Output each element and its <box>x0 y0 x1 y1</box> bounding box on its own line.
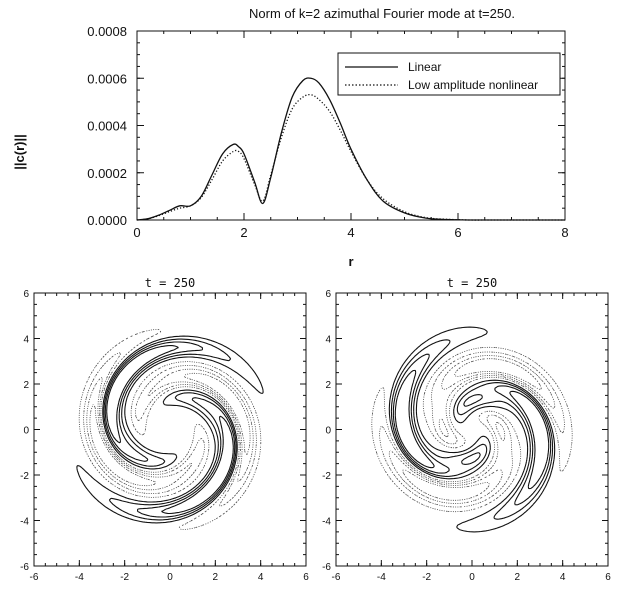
right-y-tick-label: -4 <box>322 517 331 528</box>
left-contour-positive-2 <box>104 341 236 518</box>
x-tick-label: 6 <box>454 225 461 240</box>
legend: Linear Low amplitude nonlinear <box>337 52 561 96</box>
y-tick-label: 0.0002 <box>87 166 127 181</box>
right-x-tick-label: 4 <box>560 572 566 583</box>
right-contour-positive-0 <box>388 326 556 533</box>
right-contour-negative-0 <box>371 346 573 513</box>
legend-label-nonlinear: Low amplitude nonlinear <box>408 78 538 92</box>
chart-title: Norm of k=2 azimuthal Fourier mode at t=… <box>249 6 515 21</box>
left-x-tick-label: -6 <box>30 572 39 583</box>
right-contours <box>371 326 573 533</box>
x-axis-label: r <box>348 254 353 269</box>
line-series-group <box>136 77 565 221</box>
series-nonlinear-line <box>136 94 565 221</box>
left-y-tick-label: -2 <box>20 471 29 482</box>
y-tick-label: 0.0006 <box>87 71 127 86</box>
y-tick-label: 0.0008 <box>87 24 127 39</box>
left-y-tick-label: 2 <box>23 380 29 391</box>
left-y-tick-label: -4 <box>20 517 29 528</box>
top-axes: 0 2 4 6 8 0.0000 0.0002 0.0004 0.0006 0.0008 <box>87 24 568 240</box>
norm-line-chart: Norm of k=2 azimuthal Fourier mode at t=… <box>12 6 569 269</box>
left-contour-negative-2 <box>86 368 254 491</box>
left-x-tick-label: 4 <box>258 572 264 583</box>
left-frame <box>33 292 307 567</box>
left-contour-positive-0 <box>76 335 264 524</box>
legend-label-linear: Linear <box>408 60 441 74</box>
right-y-tick-label: -2 <box>322 471 331 482</box>
y-tick-label: 0.0000 <box>87 213 127 228</box>
left-x-tick-label: 0 <box>167 572 173 583</box>
legend-box <box>337 52 561 96</box>
left-x-tick-label: 2 <box>213 572 219 583</box>
panel-title-left: t = 250 <box>145 276 196 290</box>
right-contour-positive-3 <box>394 369 550 490</box>
contour-panel-right: t = 250 -6 -4 -2 0 2 4 6 -6 -4 -2 0 2 4 6 <box>322 276 611 583</box>
right-x-tick-label: 0 <box>469 572 475 583</box>
right-x-tick-label: -2 <box>422 572 431 583</box>
left-axes: -6 -4 -2 0 2 4 6 -6 -4 -2 0 2 4 6 <box>20 289 309 583</box>
right-contour-negative-1 <box>379 351 565 508</box>
x-tick-label: 8 <box>561 225 568 240</box>
left-contour-negative-3 <box>89 372 251 487</box>
left-y-tick-label: 6 <box>23 289 29 300</box>
y-axis-label: ||c(r)|| <box>12 134 27 170</box>
right-y-tick-label: 2 <box>325 380 331 391</box>
left-x-tick-label: 6 <box>303 572 309 583</box>
x-tick-label: 0 <box>133 225 140 240</box>
left-y-tick-label: -6 <box>20 562 29 573</box>
left-contour-negative-1 <box>83 352 257 507</box>
right-x-tick-label: 2 <box>515 572 521 583</box>
left-contour-positive-1 <box>103 338 237 521</box>
right-x-tick-label: -6 <box>332 572 341 583</box>
x-tick-label: 4 <box>347 225 354 240</box>
right-y-tick-label: 0 <box>325 426 331 437</box>
series-linear-line <box>136 77 565 221</box>
right-y-tick-label: 4 <box>325 335 331 346</box>
right-frame <box>335 292 609 567</box>
right-contour-negative-2 <box>388 355 556 504</box>
right-axes: -6 -4 -2 0 2 4 6 -6 -4 -2 0 2 4 6 <box>322 289 611 583</box>
left-x-tick-label: -2 <box>120 572 129 583</box>
left-y-tick-label: 4 <box>23 335 29 346</box>
left-x-tick-label: -4 <box>75 572 84 583</box>
right-contour-positive-1 <box>390 339 554 520</box>
right-contour-positive-2 <box>392 353 552 506</box>
left-contour-positive-3 <box>106 344 234 515</box>
panel-title-right: t = 250 <box>447 276 498 290</box>
right-contour-negative-3 <box>402 358 542 501</box>
right-y-tick-label: -6 <box>322 562 331 573</box>
contour-panel-left: t = 250 -6 -4 -2 0 2 4 6 -6 -4 -2 0 2 4 6 <box>20 276 309 583</box>
right-y-tick-label: 6 <box>325 289 331 300</box>
y-tick-label: 0.0004 <box>87 119 127 134</box>
left-y-tick-label: 0 <box>23 426 29 437</box>
x-tick-label: 2 <box>240 225 247 240</box>
right-x-tick-label: 6 <box>605 572 611 583</box>
left-contours <box>76 329 264 530</box>
right-x-tick-label: -4 <box>377 572 386 583</box>
